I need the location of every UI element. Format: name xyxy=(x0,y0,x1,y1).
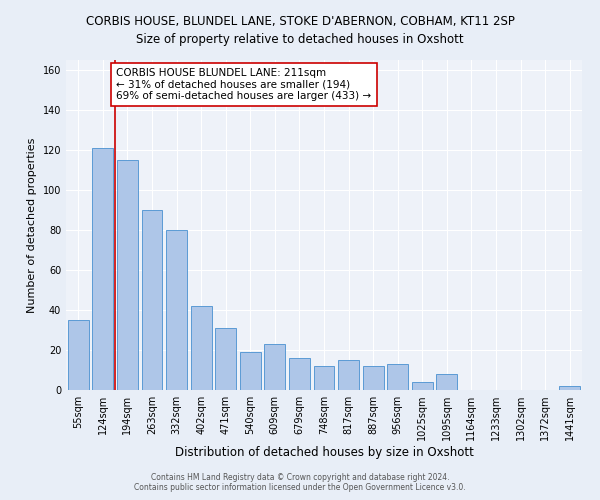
X-axis label: Distribution of detached houses by size in Oxshott: Distribution of detached houses by size … xyxy=(175,446,473,459)
Bar xyxy=(412,382,433,390)
Bar xyxy=(289,358,310,390)
Bar xyxy=(191,306,212,390)
Text: CORBIS HOUSE BLUNDEL LANE: 211sqm
← 31% of detached houses are smaller (194)
69%: CORBIS HOUSE BLUNDEL LANE: 211sqm ← 31% … xyxy=(116,68,371,101)
Bar xyxy=(240,352,261,390)
Bar xyxy=(436,374,457,390)
Text: CORBIS HOUSE, BLUNDEL LANE, STOKE D'ABERNON, COBHAM, KT11 2SP: CORBIS HOUSE, BLUNDEL LANE, STOKE D'ABER… xyxy=(86,15,514,28)
Bar xyxy=(68,320,89,390)
Bar xyxy=(559,386,580,390)
Bar xyxy=(314,366,334,390)
Bar xyxy=(338,360,359,390)
Bar xyxy=(142,210,163,390)
Text: Size of property relative to detached houses in Oxshott: Size of property relative to detached ho… xyxy=(136,32,464,46)
Bar xyxy=(117,160,138,390)
Bar xyxy=(92,148,113,390)
Bar xyxy=(166,230,187,390)
Bar xyxy=(362,366,383,390)
Text: Contains HM Land Registry data © Crown copyright and database right 2024.
Contai: Contains HM Land Registry data © Crown c… xyxy=(134,473,466,492)
Bar xyxy=(215,328,236,390)
Y-axis label: Number of detached properties: Number of detached properties xyxy=(27,138,37,312)
Bar xyxy=(265,344,286,390)
Bar xyxy=(387,364,408,390)
